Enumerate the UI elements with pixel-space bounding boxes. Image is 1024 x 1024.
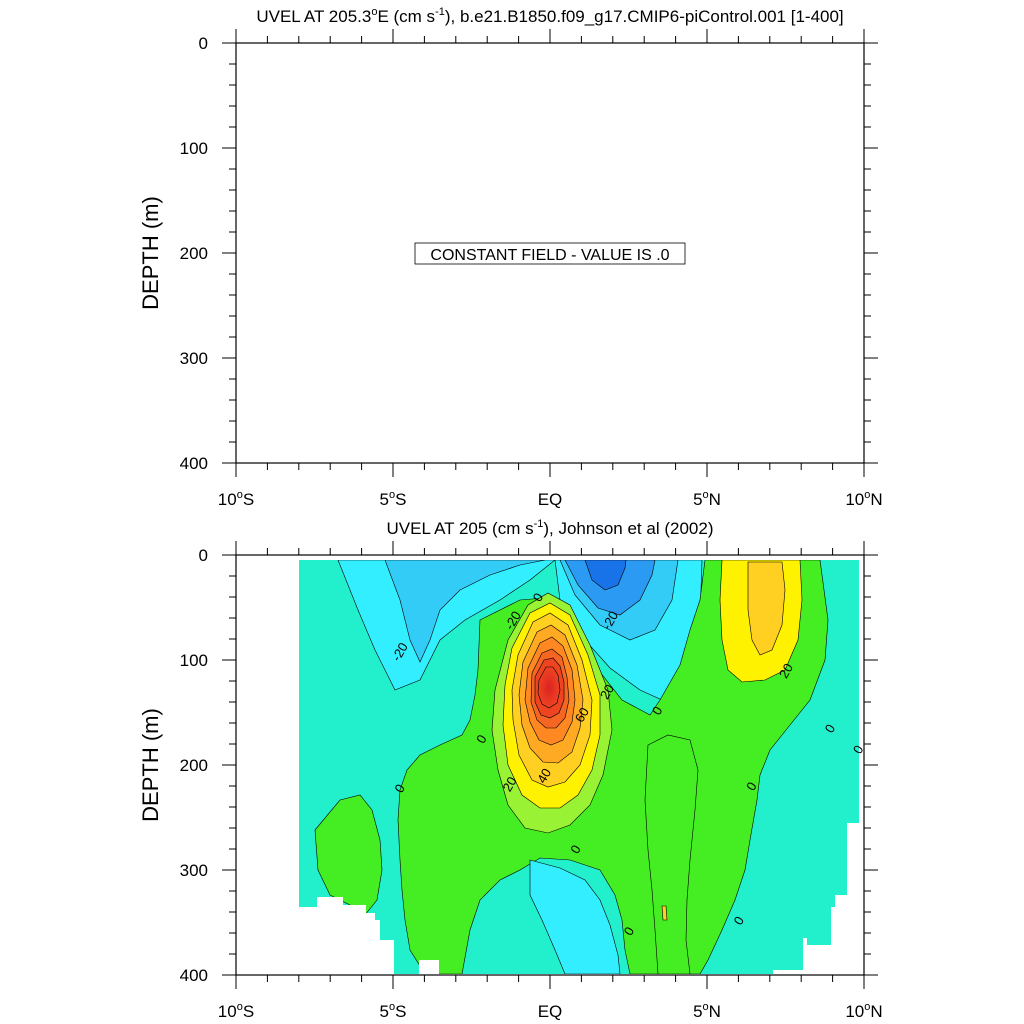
annotation-text: CONSTANT FIELD - VALUE IS .0	[430, 247, 669, 264]
bottom-title-sup: -1	[534, 518, 544, 530]
top-plot-frame	[235, 42, 865, 464]
top-title-degree: o	[371, 6, 377, 18]
top-title: UVEL AT 205.3oE (cm s-1), b.e21.B1850.f0…	[256, 6, 843, 26]
contour-fills	[299, 560, 859, 974]
top-y-ticks: 0 100 200 300 400	[180, 34, 878, 473]
bottom-ytick-label: 0	[199, 546, 208, 565]
bottom-title-post: ), Johnson et al (2002)	[543, 519, 713, 538]
bottom-xtick-label: 10oN	[845, 1001, 882, 1021]
bottom-xtick-label: 5oS	[380, 1001, 407, 1021]
top-xtick-label: EQ	[538, 490, 563, 509]
bottom-title-main: UVEL AT 205 (cm s	[387, 519, 534, 538]
bottom-ytick-label: 200	[180, 756, 208, 775]
contour-label: 20	[776, 661, 796, 681]
fill-neg20-neg10-southwest	[337, 560, 556, 691]
fill-neg30-neg20-sw	[384, 560, 546, 663]
bottom-y-axis-label: DEPTH (m)	[138, 708, 163, 822]
top-xtick-label: 5oN	[693, 489, 721, 509]
annotation-box	[414, 242, 686, 265]
fill-10-20-strip	[644, 734, 699, 974]
contour-label: 60	[572, 705, 592, 725]
bottom-ytick-label: 400	[180, 966, 208, 985]
top-ytick-label: 200	[180, 244, 208, 263]
bottom-ytick-label: 300	[180, 861, 208, 880]
fill-neg20-neg10-southeast	[529, 859, 621, 974]
top-xtick-label: 10oS	[218, 489, 254, 509]
top-ytick-label: 100	[180, 139, 208, 158]
top-title-post: ), b.e21.B1850.f09_g17.CMIP6-piControl.0…	[445, 7, 844, 26]
fill-above-80-euc	[537, 666, 561, 709]
top-xtick-label: 5oS	[380, 489, 407, 509]
bottom-x-ticks: 10oS 5oS EQ 5oN 10oN	[218, 541, 883, 1021]
bottom-xtick-label: 10oS	[218, 1001, 254, 1021]
bottom-xtick-label: 5oN	[693, 1001, 721, 1021]
top-xtick-label: 10oN	[845, 489, 882, 509]
constant-field-annotation: CONSTANT FIELD - VALUE IS .0	[414, 242, 686, 265]
top-title-unit-pre: E (cm s	[377, 7, 435, 26]
top-title-unit-sup: -1	[435, 6, 445, 18]
bottom-panel: UVEL AT 205 (cm s-1), Johnson et al (200…	[138, 518, 883, 1021]
bottom-plot-frame	[235, 554, 865, 976]
bottom-title: UVEL AT 205 (cm s-1), Johnson et al (200…	[387, 518, 714, 538]
bottom-ytick-label: 100	[180, 651, 208, 670]
bottom-y-ticks: 0 100 200 300 400	[180, 546, 878, 985]
contour-label: 20	[597, 682, 617, 702]
top-x-ticks: 10oS 5oS EQ 5oN 10oN	[218, 29, 883, 509]
bottom-xtick-label: EQ	[538, 1002, 563, 1021]
top-panel: UVEL AT 205.3oE (cm s-1), b.e21.B1850.f0…	[138, 6, 883, 509]
top-ytick-label: 0	[199, 34, 208, 53]
contour-label: 40	[534, 766, 554, 786]
fill-20-30-necc	[747, 561, 786, 656]
fill-below-neg40	[584, 560, 627, 591]
top-ytick-label: 300	[180, 349, 208, 368]
top-y-axis-label: DEPTH (m)	[138, 196, 163, 310]
top-ytick-label: 400	[180, 454, 208, 473]
contour-label: 20	[500, 774, 520, 794]
top-title-main: UVEL AT 205.3	[256, 7, 371, 26]
fill-0-10-west-lobe	[314, 794, 383, 916]
fill-small-anomaly	[661, 905, 668, 921]
